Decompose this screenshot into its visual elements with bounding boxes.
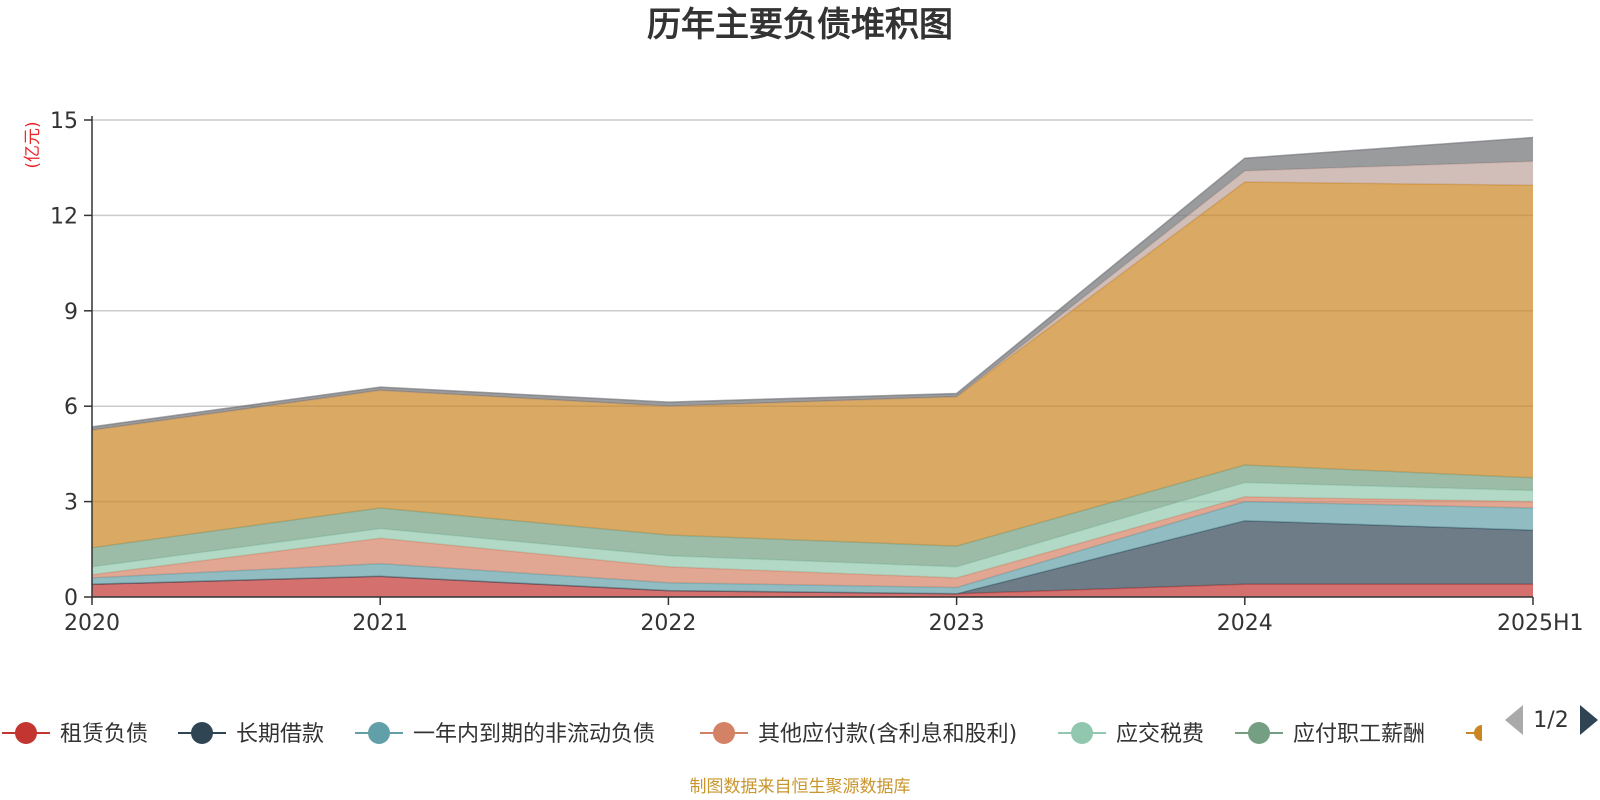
y-tick-label: 12 xyxy=(50,204,78,229)
legend-marker-icon xyxy=(191,722,213,744)
legend-item-4[interactable]: 应交税费 xyxy=(1058,722,1204,747)
y-axis-unit: (亿元) xyxy=(23,121,43,168)
legend-label: 应付职工薪酬 xyxy=(1293,722,1425,747)
y-tick-label: 3 xyxy=(64,491,78,516)
legend-item-6[interactable] xyxy=(1466,725,1482,741)
legend-label: 长期借款 xyxy=(236,722,324,747)
legend-next-page-icon[interactable] xyxy=(1580,705,1598,735)
area-series-1 xyxy=(92,520,1533,594)
legend-prev-page-icon[interactable] xyxy=(1505,705,1523,735)
series-line-8 xyxy=(91,136,1534,428)
legend-marker-icon xyxy=(1071,722,1093,744)
legend-marker-icon xyxy=(15,722,37,744)
legend-item-0[interactable]: 租赁负债 xyxy=(2,722,148,747)
y-tick-label: 15 xyxy=(50,109,78,134)
legend-marker-icon xyxy=(1248,722,1270,744)
legend-item-2[interactable]: 一年内到期的非流动负债 xyxy=(355,722,655,747)
area-series-layer xyxy=(91,136,1534,597)
legend-pager: 1/2 xyxy=(1505,705,1598,735)
area-series-0 xyxy=(92,576,1533,597)
y-tick-label: 6 xyxy=(64,395,78,420)
legend[interactable]: 租赁负债 长期借款 一年内到期的非流动负债 其他应付款(含利息和股利) 应交税费 应付职工… xyxy=(2,722,1482,747)
area-series-4 xyxy=(92,482,1533,578)
legend-label: 其他应付款(含利息和股利) xyxy=(758,722,1017,747)
axes: 0 3 6 9 12 15 2020 2021 2022 2023 2024 2025H1 xyxy=(50,109,1584,636)
data-source-note: 制图数据来自恒生聚源数据库 xyxy=(690,777,911,797)
x-tick-label: 2025H1 xyxy=(1497,611,1584,636)
area-series-3 xyxy=(92,496,1533,588)
legend-item-3[interactable]: 其他应付款(含利息和股利) xyxy=(700,722,1017,747)
chart-title: 历年主要负债堆积图 xyxy=(647,5,953,45)
area-series-5 xyxy=(92,465,1533,567)
area-series-2 xyxy=(92,501,1533,594)
legend-item-5[interactable]: 应付职工薪酬 xyxy=(1235,722,1425,747)
legend-label: 一年内到期的非流动负债 xyxy=(413,722,655,747)
x-tick-label: 2021 xyxy=(352,611,408,636)
y-tick-label: 0 xyxy=(64,586,78,611)
legend-item-1[interactable]: 长期借款 xyxy=(178,722,324,747)
x-tick-label: 2023 xyxy=(929,611,985,636)
legend-marker-icon xyxy=(713,722,735,744)
area-series-7 xyxy=(92,161,1533,431)
legend-marker-icon xyxy=(1474,725,1482,741)
area-series-6 xyxy=(92,182,1533,548)
x-tick-label: 2024 xyxy=(1217,611,1273,636)
y-tick-label: 9 xyxy=(64,300,78,325)
legend-label: 应交税费 xyxy=(1116,722,1204,747)
x-tick-label: 2022 xyxy=(640,611,696,636)
x-tick-label: 2020 xyxy=(64,611,120,636)
legend-label: 租赁负债 xyxy=(60,722,148,747)
legend-page-indicator: 1/2 xyxy=(1533,708,1568,733)
legend-marker-icon xyxy=(368,722,390,744)
